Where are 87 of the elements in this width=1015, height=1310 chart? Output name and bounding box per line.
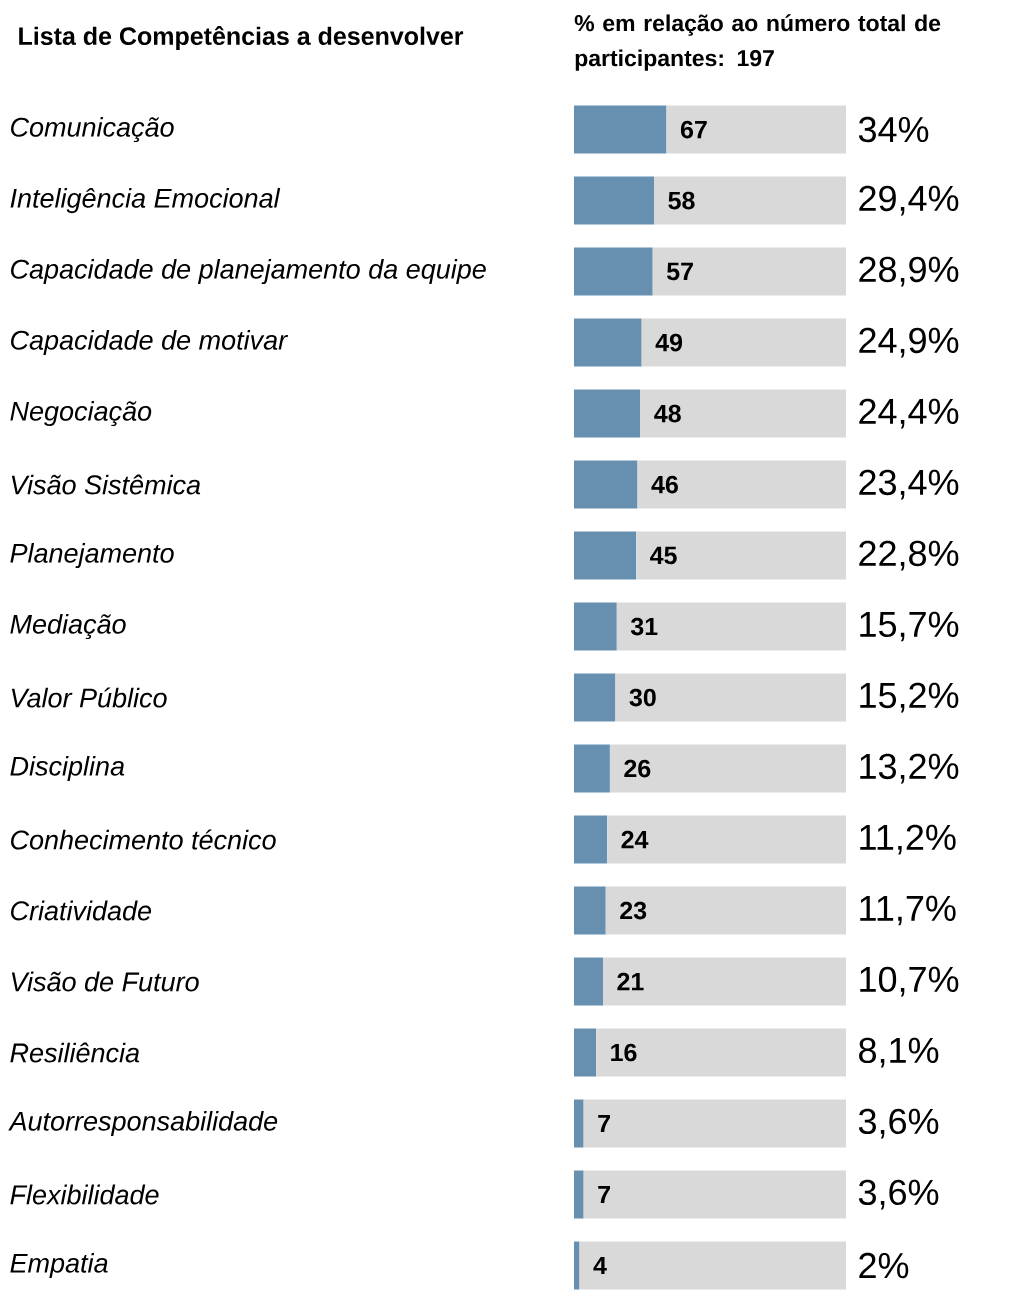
y-tick-label: Inteligência Emocional [10, 187, 281, 214]
bar [573, 1099, 584, 1148]
bar [573, 247, 653, 296]
bar [573, 957, 603, 1006]
bar [654, 176, 846, 225]
bar [666, 105, 846, 154]
bar [579, 1241, 846, 1290]
y-tick-label: Comunicação [11, 116, 174, 143]
data-label: 26 [624, 759, 651, 778]
bar [573, 389, 641, 438]
y-tick-label: Resiliência [10, 1042, 140, 1063]
bar [602, 957, 846, 1006]
bar [573, 1170, 584, 1219]
y-tick-label: Visão Sistêmica [11, 474, 201, 495]
bar [573, 531, 637, 580]
y-tick-label: Planejamento [10, 542, 174, 569]
y-tick-label: Autorresponsabilidade [8, 1110, 278, 1137]
bar [640, 389, 846, 438]
bar [615, 673, 846, 722]
y-tick-label: Valor Público [11, 687, 167, 708]
text: 3,6% [858, 1108, 939, 1139]
data-label: 23 [620, 901, 647, 920]
bar [607, 815, 846, 864]
text: 8,1% [859, 1037, 939, 1068]
bar [652, 247, 846, 296]
bar [605, 886, 846, 935]
y-tick-label: Capacidade de motivar [11, 329, 289, 356]
text: 24,9% [859, 327, 959, 358]
bar [637, 460, 846, 509]
bar [573, 673, 616, 722]
bar [609, 744, 846, 793]
data-label: 45 [650, 546, 677, 565]
bar [616, 602, 846, 651]
text: 34% [858, 116, 929, 143]
bar [573, 1028, 597, 1077]
bar [573, 602, 617, 651]
data-label: 46 [651, 475, 678, 494]
text: Lista de Competências a desenvolver [19, 26, 464, 50]
text: 2% [859, 1252, 909, 1279]
data-label: 67 [680, 120, 707, 139]
bar [636, 531, 846, 580]
bar [573, 176, 655, 225]
data-label: 58 [668, 191, 695, 210]
data-label: 21 [617, 972, 644, 991]
bar [573, 460, 638, 509]
text: 11,2% [860, 824, 956, 855]
y-tick-label: Empatia [10, 1252, 108, 1279]
y-tick-label: Mediação [10, 613, 126, 640]
y-tick-label: Disciplina [10, 755, 125, 782]
text: 15,2% [860, 682, 959, 713]
bar [573, 1241, 580, 1290]
data-label: 57 [666, 262, 693, 281]
text: 28,9% [859, 256, 959, 287]
bar [583, 1099, 846, 1148]
bar [573, 815, 608, 864]
y-tick-label: Conhecimento técnico [11, 829, 276, 850]
text: 23,4% [859, 469, 959, 500]
bar [573, 744, 610, 793]
text: 3,6% [858, 1179, 939, 1210]
data-label: 4 [593, 1256, 607, 1275]
data-label: 48 [654, 404, 681, 423]
text: 11,7% [860, 895, 956, 926]
data-label: 31 [630, 617, 658, 636]
text: 10,7% [860, 966, 959, 997]
y-tick-label: Criatividade [11, 900, 152, 921]
bar [573, 105, 667, 154]
bar [583, 1170, 846, 1219]
bar [573, 318, 642, 367]
text: 29,4% [859, 185, 959, 216]
bar [573, 886, 606, 935]
bar [641, 318, 846, 367]
data-label: 16 [611, 1043, 637, 1062]
chart-subtitle: % em relação ao número total de participantes: 197 [574, 14, 941, 71]
y-tick-label: Visão de Futuro [11, 971, 199, 992]
text: 13,2% [860, 753, 959, 784]
text: 22,8% [859, 540, 959, 571]
data-label: 49 [655, 333, 683, 352]
data-label: 30 [629, 688, 656, 707]
data-label: 7 [598, 1114, 610, 1133]
y-tick-label: Negociação [10, 400, 152, 427]
data-label: 24 [621, 830, 649, 849]
text: 24,4% [859, 398, 959, 429]
y-tick-label: Capacidade de planejamento da equipe [11, 258, 486, 285]
y-tick-label: Flexibilidade [10, 1184, 159, 1205]
data-label: 7 [598, 1185, 610, 1204]
text: 15,7% [860, 611, 959, 642]
bar [596, 1028, 846, 1077]
